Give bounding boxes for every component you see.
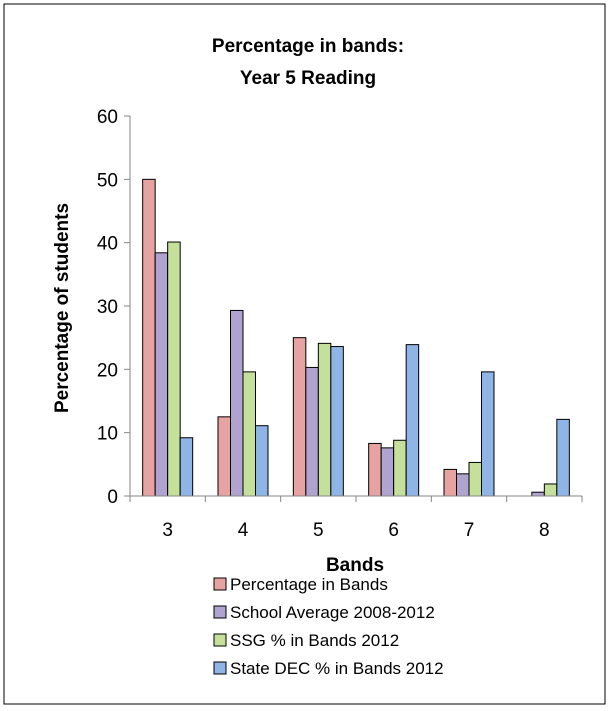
bar-state-dec-in-bands-2012-band-3	[179, 437, 194, 497]
bar-percentage-in-bands-band-3	[142, 178, 156, 497]
legend-swatch	[213, 577, 227, 591]
bars-layer	[142, 178, 570, 497]
bar-state-dec-in-bands-2012-band-5	[330, 346, 344, 497]
bar-state-dec-in-bands-2012-band-4	[255, 425, 269, 497]
bar-school-average-2008-2012-band-5	[305, 366, 319, 497]
x-axis-label: Bands	[326, 555, 384, 576]
x-tick-label: 6	[388, 520, 399, 541]
bar-school-average-2008-2012-band-7	[456, 473, 470, 497]
bar-school-average-2008-2012-band-4	[230, 309, 244, 497]
y-tick-label: 50	[97, 170, 118, 191]
bar-percentage-in-bands-band-4	[217, 416, 231, 497]
bar-state-dec-in-bands-2012-band-6	[405, 344, 420, 497]
bar-ssg-in-bands-2012-band-4	[242, 371, 256, 497]
x-tick-label: 8	[539, 520, 550, 541]
legend-label: Percentage in Bands	[230, 575, 388, 594]
chart-title-line-2: Year 5 Reading	[240, 68, 376, 89]
bar-state-dec-in-bands-2012-band-7	[481, 371, 495, 497]
y-tick-label: 10	[97, 424, 118, 445]
legend-swatch	[213, 661, 227, 675]
y-tick-label: 40	[97, 234, 118, 255]
legend: Percentage in Bands School Average 2008-2…	[213, 575, 444, 678]
legend-label: School Average 2008-2012	[230, 603, 435, 622]
x-tick-label: 3	[162, 520, 173, 541]
x-tick-label: 7	[464, 520, 475, 541]
legend-swatch	[213, 633, 227, 647]
bar-ssg-in-bands-2012-band-5	[317, 342, 332, 497]
y-axis-label: Percentage of students	[52, 203, 73, 413]
bar-ssg-in-bands-2012-band-3	[167, 241, 181, 497]
y-tick-label: 30	[97, 297, 118, 318]
bar-ssg-in-bands-2012-band-6	[393, 439, 407, 497]
legend-label: State DEC % in Bands 2012	[230, 659, 444, 678]
y-axis-ticks: 0 10 20 30 40 50 60	[97, 107, 130, 508]
chart-title-line-1: Percentage in bands:	[212, 36, 404, 57]
x-axis-ticks: 3 4 5 6 7 8	[129, 496, 583, 541]
y-tick-label: 20	[97, 360, 118, 381]
y-tick-label: 60	[97, 107, 118, 128]
legend-label: SSG % in Bands 2012	[230, 631, 399, 650]
bar-ssg-in-bands-2012-band-8	[543, 483, 558, 497]
bar-school-average-2008-2012-band-6	[380, 447, 395, 497]
y-tick-label: 0	[107, 487, 118, 508]
bar-percentage-in-bands-band-6	[368, 442, 382, 497]
bar-school-average-2008-2012-band-3	[154, 252, 169, 497]
x-tick-label: 5	[313, 520, 324, 541]
bar-state-dec-in-bands-2012-band-8	[556, 418, 570, 497]
bar-ssg-in-bands-2012-band-7	[468, 461, 482, 497]
x-tick-label: 4	[238, 520, 249, 541]
bar-school-average-2008-2012-band-8	[531, 491, 545, 497]
bar-percentage-in-bands-band-7	[443, 468, 457, 497]
bar-percentage-in-bands-band-5	[292, 337, 307, 497]
legend-swatch	[213, 605, 227, 619]
